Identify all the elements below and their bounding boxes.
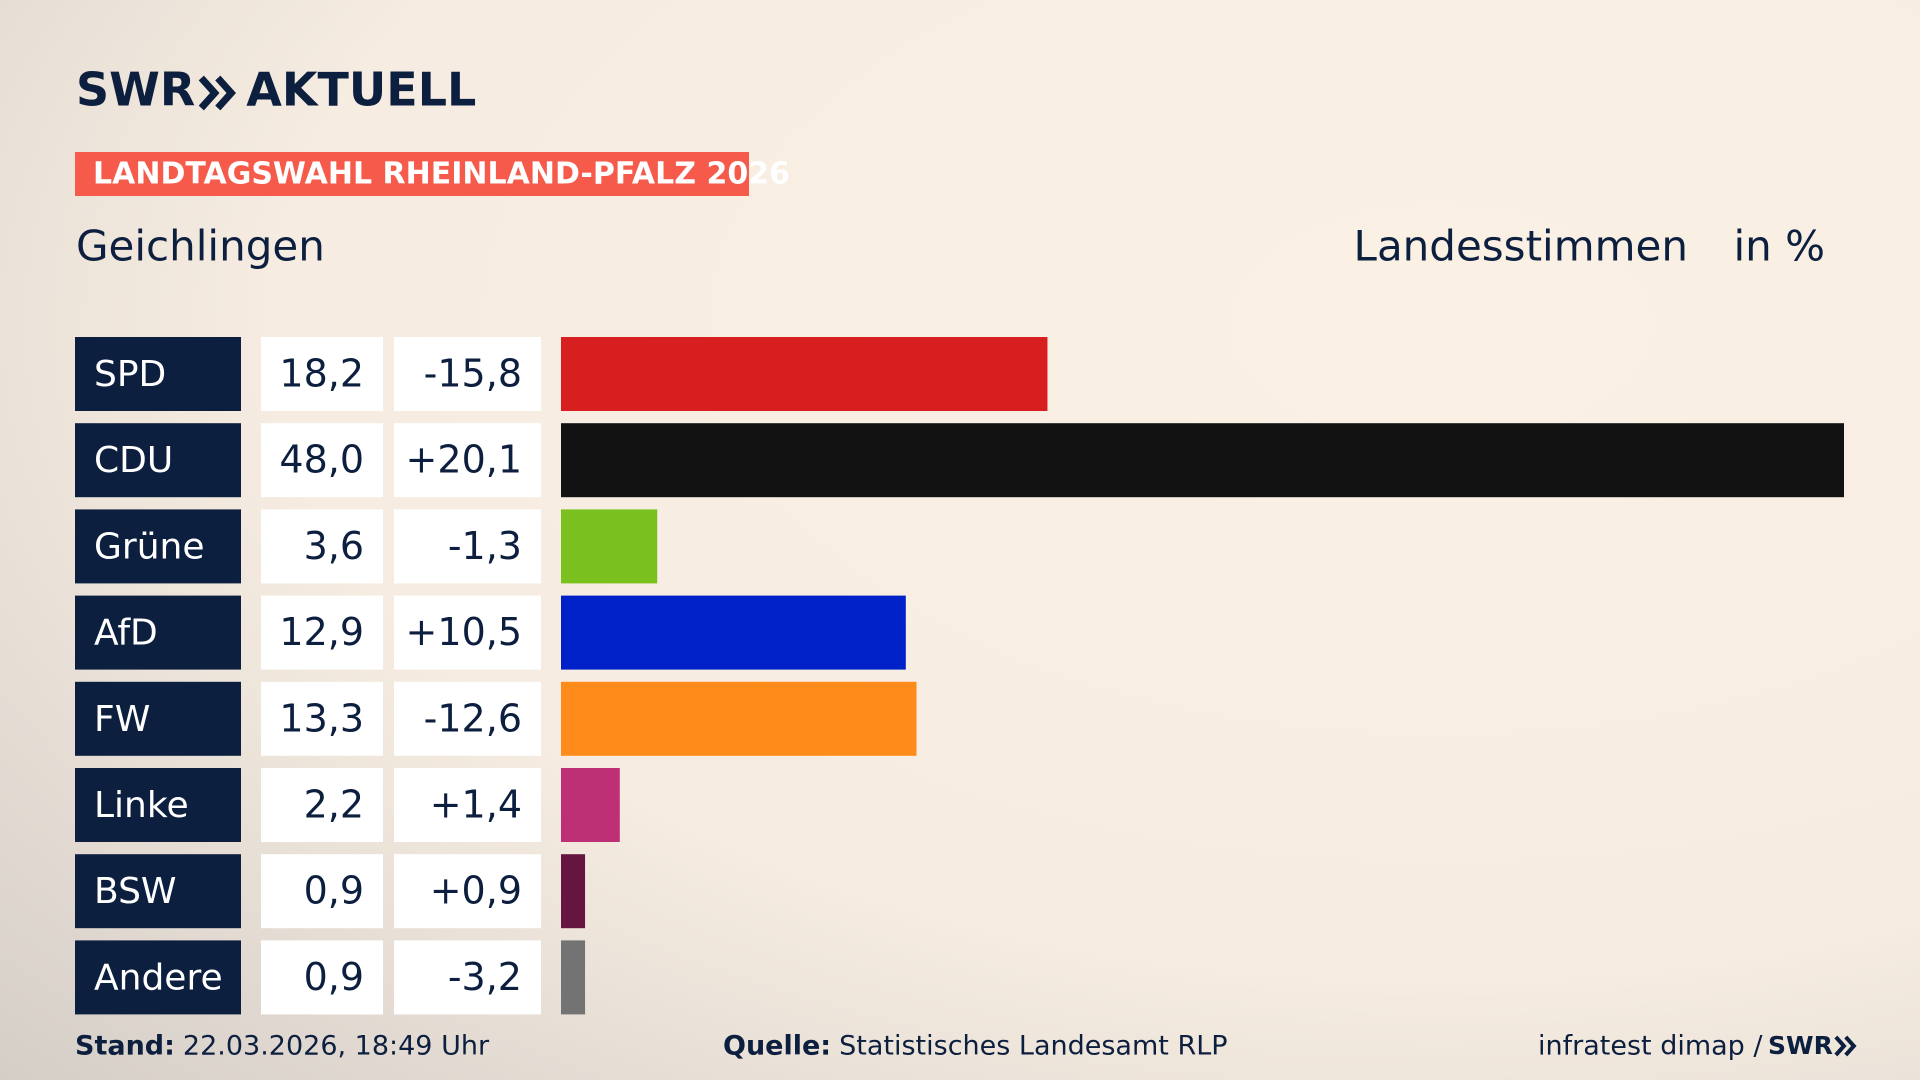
bar <box>561 681 917 756</box>
value-label: 0,9 <box>304 955 364 999</box>
change-label: +10,5 <box>406 610 522 654</box>
stand: 22.03.2026, 18:49 Uhr <box>183 1031 490 1062</box>
bar <box>561 854 586 929</box>
chevron <box>1834 1035 1847 1057</box>
bar <box>561 768 620 842</box>
chevron <box>1844 1035 1857 1057</box>
banner-bg <box>75 152 749 196</box>
value-label: 12,9 <box>279 610 364 654</box>
party-label: Grüne <box>94 526 204 567</box>
change-label: -15,8 <box>424 352 522 396</box>
banner: LANDTAGSWAHL RHEINLAND-PFALZ 2026 <box>93 157 790 192</box>
party-cell <box>75 423 241 498</box>
change-label: +0,9 <box>430 869 522 913</box>
party-cell <box>75 337 241 411</box>
logo-chevrons <box>198 75 237 111</box>
change-label: +20,1 <box>406 438 522 482</box>
value-cell <box>261 337 383 411</box>
chevron <box>215 75 237 111</box>
source: Statistisches Landesamt RLP <box>839 1031 1227 1062</box>
subtitle: Landesstimmen <box>1354 222 1688 271</box>
value-label: 3,6 <box>304 524 364 568</box>
value-cell <box>261 854 383 929</box>
party-cell <box>75 681 241 756</box>
logo: SWR <box>76 63 195 117</box>
party-label: Andere <box>94 957 223 998</box>
value-label: 48,0 <box>279 438 364 482</box>
party-label: SPD <box>94 354 166 395</box>
value-label: 2,2 <box>304 783 364 827</box>
value-label: 18,2 <box>279 352 364 396</box>
change-label: -12,6 <box>424 696 522 740</box>
title: Geichlingen <box>76 222 325 271</box>
party-cell <box>75 595 241 670</box>
change-cell <box>394 509 541 584</box>
rows: SPD 18,2 -15,8 CDU 48,0 +20,1 Grüne 3,6 -1,3 AfD 1… <box>75 337 1844 1015</box>
value-cell <box>261 681 383 756</box>
value-cell <box>261 509 383 584</box>
bar <box>561 940 586 1015</box>
party-label: FW <box>94 699 150 740</box>
party-label: AfD <box>94 613 158 654</box>
change-label: -3,2 <box>448 955 522 999</box>
party-cell <box>75 768 241 842</box>
unit: in % <box>1733 222 1825 271</box>
party-cell <box>75 940 241 1015</box>
party-label: BSW <box>94 871 177 912</box>
change-cell <box>394 337 541 411</box>
chevron <box>198 75 220 111</box>
change-cell <box>394 940 541 1015</box>
value-cell <box>261 595 383 670</box>
credit-logo: SWR <box>1768 1031 1833 1060</box>
logo-suffix: AKTUELL <box>246 63 476 117</box>
change-cell <box>394 854 541 929</box>
credit-chevrons <box>1834 1035 1857 1057</box>
party-label: CDU <box>94 440 173 481</box>
bar <box>561 337 1048 411</box>
bar <box>561 423 1844 498</box>
change-label: +1,4 <box>430 783 522 827</box>
source-label: Quelle: <box>723 1031 831 1062</box>
change-label: -1,3 <box>448 524 522 568</box>
party-label: Linke <box>94 785 189 826</box>
credit: infratest dimap / <box>1538 1031 1763 1062</box>
party-cell <box>75 509 241 584</box>
value-label: 13,3 <box>279 696 364 740</box>
value-label: 0,9 <box>304 869 364 913</box>
bar <box>561 595 906 670</box>
change-cell <box>394 768 541 842</box>
value-cell <box>261 768 383 842</box>
change-cell <box>394 595 541 670</box>
change-cell <box>394 423 541 498</box>
bar <box>561 509 658 584</box>
value-cell <box>261 423 383 498</box>
stand-label: Stand: <box>75 1031 175 1062</box>
value-cell <box>261 940 383 1015</box>
party-cell <box>75 854 241 929</box>
change-cell <box>394 681 541 756</box>
